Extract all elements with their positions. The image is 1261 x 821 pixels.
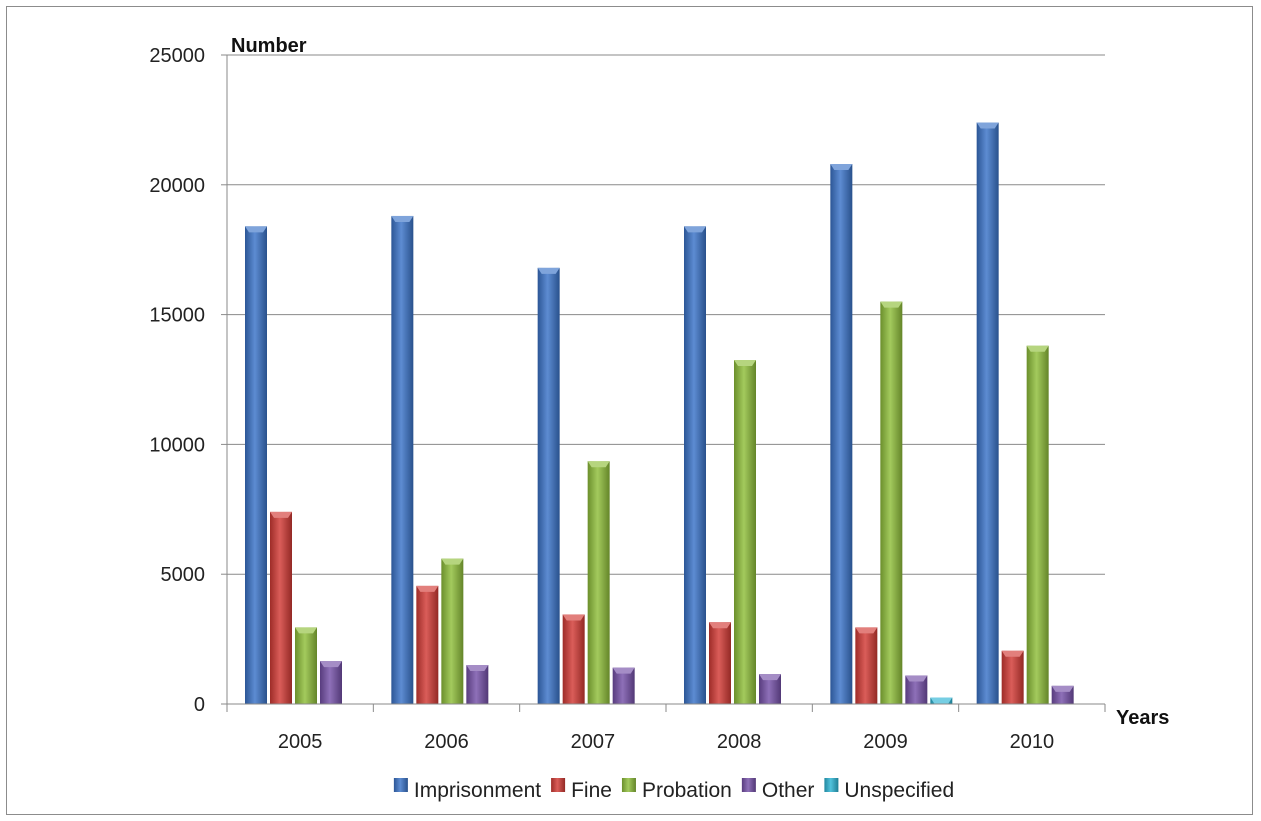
bar-other-2007 (612, 667, 635, 704)
bars (245, 122, 1074, 705)
bar-imprisonment-2009 (830, 164, 853, 705)
bar-fine-2005 (270, 511, 292, 704)
legend: Imprisonment Fine Probation Other Unspecifie… (393, 778, 954, 802)
bar-other-2005 (320, 661, 342, 704)
bar-cap (855, 627, 878, 634)
y-tick-label: 20000 (149, 175, 205, 197)
bar-fine-2008 (709, 622, 731, 704)
bar-other-2006 (466, 665, 489, 704)
y-tick-label: 0 (194, 694, 205, 716)
bar-cap (466, 665, 489, 672)
legend-swatch-other (741, 778, 756, 792)
legend-swatch-fine (551, 778, 566, 792)
bar-cap (612, 667, 635, 674)
bar-cap (1051, 685, 1074, 692)
bar-cap (684, 226, 706, 233)
bar-cap (930, 697, 953, 704)
gridlines (227, 54, 1105, 575)
legend-label-probation: Probation (642, 779, 732, 802)
x-tick-label: 2010 (1010, 731, 1055, 753)
y-tick-label: 25000 (149, 45, 205, 67)
bar-fine-2006 (416, 585, 439, 704)
bar-cap (976, 122, 999, 129)
bar-other-2009 (905, 675, 928, 704)
bar-cap (709, 622, 731, 629)
bar-cap (441, 558, 464, 565)
bar-probation-2009 (880, 301, 903, 704)
bar-cap (905, 675, 928, 682)
y-tick-label: 15000 (149, 305, 205, 327)
bar-cap (320, 661, 342, 668)
bar-probation-2008 (734, 360, 756, 704)
bar-cap (295, 627, 317, 634)
y-tick-label: 10000 (149, 434, 205, 456)
bar-cap (734, 360, 756, 367)
legend-label-other: Other (762, 779, 815, 802)
bar-probation-2005 (295, 627, 317, 704)
bar-cap (587, 461, 610, 468)
bar-other-2008 (759, 674, 781, 704)
bar-cap (880, 301, 903, 308)
y-tick-label: 5000 (161, 564, 206, 586)
x-tick-label: 2005 (278, 731, 323, 753)
legend-swatch-imprisonment (393, 778, 408, 792)
x-tick-label: 2006 (424, 731, 469, 753)
bar-probation-2007 (587, 461, 610, 704)
legend-label-unspecified: Unspecified (844, 779, 954, 802)
x-axis-title: Years (1116, 707, 1169, 729)
bar-imprisonment-2010 (976, 122, 999, 705)
axes: 0 5000 10000 15000 20000 25000 2005 2006 2007 200… (149, 45, 1106, 753)
bar-cap (830, 164, 853, 171)
legend-label-fine: Fine (571, 779, 612, 802)
bar-cap (1026, 345, 1049, 352)
bar-cap (416, 585, 439, 592)
bar-imprisonment-2005 (245, 226, 267, 704)
bar-fine-2010 (1001, 650, 1024, 704)
legend-swatch-unspecified (824, 778, 839, 792)
x-tick-label: 2007 (571, 731, 616, 753)
x-tick-label: 2009 (863, 731, 908, 753)
bar-cap (270, 511, 292, 518)
y-axis-title: Number (231, 35, 307, 57)
bar-cap (1001, 650, 1024, 657)
bar-cap (759, 674, 781, 681)
bar-imprisonment-2007 (537, 267, 560, 704)
bar-imprisonment-2008 (684, 226, 706, 704)
bar-fine-2007 (562, 614, 585, 704)
legend-label-imprisonment: Imprisonment (414, 779, 541, 802)
x-tick-label: 2008 (717, 731, 762, 753)
bar-cap (537, 267, 560, 274)
bar-cap (391, 215, 414, 222)
bar-cap (562, 614, 585, 621)
legend-swatch-probation (621, 778, 636, 792)
bar-imprisonment-2006 (391, 215, 414, 704)
bar-probation-2006 (441, 558, 464, 704)
bar-cap (245, 226, 267, 233)
bar-fine-2009 (855, 627, 878, 704)
bar-probation-2010 (1026, 345, 1049, 704)
